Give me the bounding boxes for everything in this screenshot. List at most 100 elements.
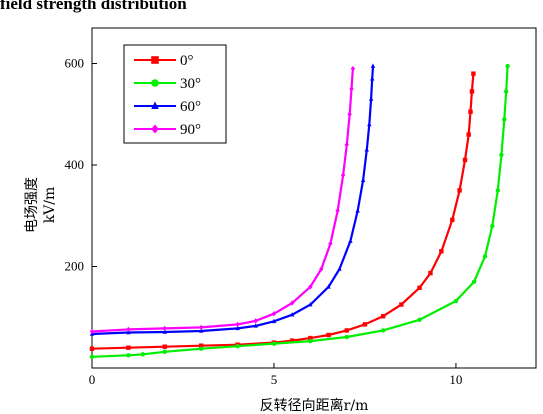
series-point (151, 101, 159, 110)
series-point (289, 300, 295, 306)
series-point (271, 341, 277, 346)
series-point (360, 177, 366, 182)
series-point (198, 328, 204, 333)
series-point (482, 254, 488, 259)
series-point (370, 63, 376, 68)
series-point (126, 326, 131, 333)
y-tick-label: 400 (65, 157, 85, 172)
series-point (368, 96, 374, 101)
series-point (308, 301, 313, 307)
series-point (344, 328, 349, 333)
series-point (235, 343, 240, 349)
series-point (326, 332, 331, 338)
series-point (308, 284, 313, 290)
series-point (328, 241, 333, 247)
series-point (198, 346, 204, 351)
legend-label: 90° (180, 122, 201, 138)
series-90° (89, 65, 356, 335)
series-point (468, 109, 473, 114)
series-point (503, 89, 509, 94)
series-point (308, 338, 313, 344)
series-point (235, 325, 240, 331)
series-point (505, 63, 510, 69)
series-point (349, 86, 354, 92)
series-point (198, 324, 204, 331)
legend-label: 0° (180, 53, 194, 69)
series-point (126, 345, 131, 350)
series-point (364, 147, 369, 152)
chart-caption: field strength distribution (0, 0, 187, 13)
series-0° (89, 71, 476, 351)
series-point (355, 208, 360, 213)
x-tick-label: 0 (89, 372, 96, 387)
series-point (462, 157, 468, 163)
series-point (417, 285, 422, 291)
series-point (162, 329, 167, 334)
series-point (235, 321, 240, 327)
x-tick-label: 5 (271, 372, 278, 387)
series-point (335, 208, 340, 214)
series-point (253, 318, 258, 324)
series-point (344, 334, 349, 340)
series-point (151, 79, 159, 87)
series-line (91, 66, 509, 358)
series-point (453, 298, 459, 304)
series-point (367, 121, 372, 127)
series-point (502, 117, 507, 122)
series-point (271, 318, 277, 324)
y-axis-label-line2: kV/m (42, 187, 58, 224)
legend: 0° 30° 60° 90° (123, 44, 227, 144)
y-tick-label: 200 (65, 259, 85, 274)
series-point (399, 302, 404, 307)
series-point (344, 142, 349, 148)
series-point (151, 124, 159, 134)
series-point (326, 284, 331, 289)
series-point (289, 312, 295, 317)
y-tick-label: 600 (65, 56, 85, 71)
series-point (362, 322, 368, 327)
series-point (380, 314, 386, 319)
series-point (439, 249, 444, 254)
series-point (89, 328, 95, 335)
series-point (89, 354, 95, 360)
series-point (198, 343, 204, 348)
series-30° (89, 63, 510, 360)
series-point (450, 217, 455, 223)
series-point (308, 335, 313, 341)
series-point (490, 223, 495, 229)
series-point (380, 328, 386, 333)
series-point (289, 338, 295, 343)
series-point (471, 71, 476, 76)
series-point (347, 111, 352, 117)
series-point (162, 325, 167, 332)
legend-box (123, 44, 227, 144)
series-point (370, 76, 375, 81)
series-point (162, 344, 167, 349)
series-point (89, 346, 95, 351)
y-axis-label-line1: 电场强度 (24, 177, 40, 233)
series-point (319, 266, 324, 272)
plot-frame (91, 27, 537, 369)
series-point (271, 311, 277, 317)
series-point (417, 317, 422, 322)
series-point (126, 353, 131, 358)
legend-label: 60° (180, 99, 201, 115)
legend-label: 30° (180, 76, 201, 92)
series-point (337, 266, 342, 271)
x-axis-label: 反转径向距离r/m (260, 397, 369, 414)
series-point (140, 352, 146, 357)
series-point (499, 152, 504, 158)
series-point (350, 65, 356, 72)
series-60° (89, 63, 376, 336)
series-point (348, 238, 353, 243)
series-point (340, 172, 346, 178)
series-point (162, 349, 167, 354)
series-point (471, 279, 477, 284)
series-point (469, 89, 475, 94)
series-point (151, 56, 159, 64)
series-point (495, 188, 500, 193)
series-point (466, 132, 471, 137)
x-tick-label: 10 (449, 372, 462, 387)
series-point (428, 270, 433, 276)
